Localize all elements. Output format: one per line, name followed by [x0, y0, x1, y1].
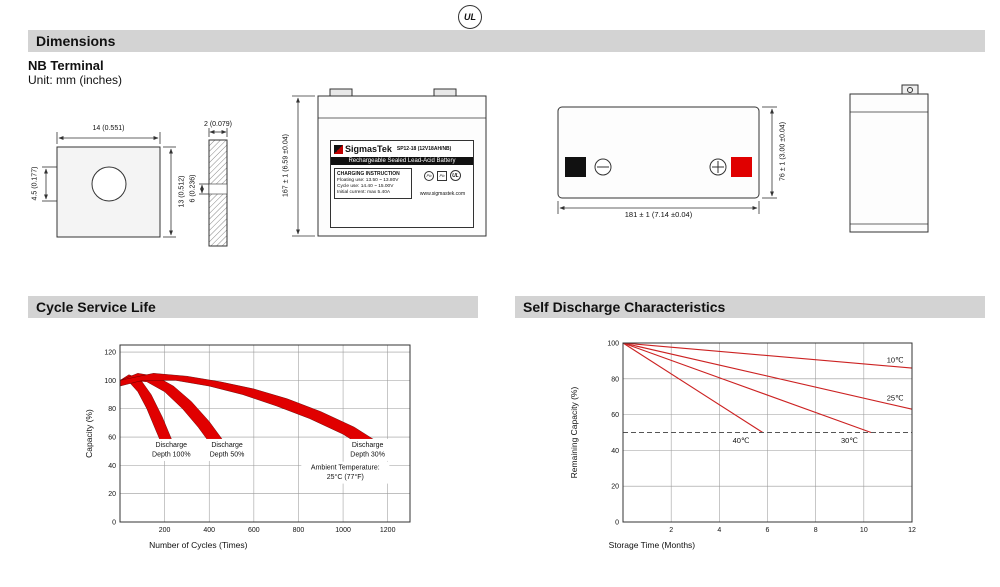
svg-text:Remaining Capacity (%): Remaining Capacity (%) [569, 387, 579, 479]
charging-line: Floating use: 13.50 ~ 13.80V [337, 178, 399, 183]
charging-line: Cycle use: 14.40 ~ 15.00V [337, 184, 394, 189]
terminal-front-drawing [42, 132, 176, 238]
terminal-front-view: 14 (0.551) 4.5 (0.177) 13 (0.512) [30, 122, 195, 257]
certification-icons: Pb Pb UL [424, 170, 461, 181]
svg-text:0: 0 [112, 520, 116, 527]
svg-text:0: 0 [615, 520, 619, 527]
dim-terminal-depth: 6 (0.236) [189, 174, 197, 203]
website-text: www.sigmastek.com [419, 191, 466, 197]
battery-top-drawing [557, 106, 777, 214]
svg-text:40℃: 40℃ [733, 436, 750, 445]
section-header-dimensions: Dimensions [28, 30, 985, 52]
svg-text:800: 800 [293, 527, 305, 534]
svg-text:4: 4 [717, 527, 721, 534]
svg-text:10℃: 10℃ [887, 356, 904, 365]
svg-text:6: 6 [766, 527, 770, 534]
ul-certification-icon: UL [458, 5, 482, 29]
battery-top-view: 181 ± 1 (7.14 ±0.04) 76 ± 1 (3.00 ±0.04) [545, 98, 795, 228]
pb-bin-icon: Pb [437, 170, 447, 181]
svg-text:20: 20 [611, 484, 619, 491]
dim-terminal-width: 14 (0.551) [92, 125, 125, 132]
battery-side-drawing [849, 84, 929, 233]
negative-terminal-marker [565, 157, 586, 177]
svg-text:400: 400 [203, 527, 215, 534]
unit-label: Unit: mm (inches) [28, 73, 123, 87]
svg-text:8: 8 [814, 527, 818, 534]
dimensions-title: Dimensions [36, 33, 116, 49]
charging-title: CHARGING INSTRUCTION [337, 171, 400, 177]
svg-text:12: 12 [908, 527, 916, 534]
ul-mark-icon: UL [450, 170, 461, 181]
brand-row: SigmasTek SP12-18 (12V18AH/NB) [331, 141, 473, 157]
dim-battery-height: 167 ± 1 (6.59 ±0.04) [282, 134, 290, 197]
svg-text:2: 2 [669, 527, 673, 534]
terminal-side-view: 2 (0.079) 6 (0.236) [190, 120, 265, 270]
self-discharge-title: Self Discharge Characteristics [523, 299, 726, 315]
svg-text:1200: 1200 [380, 527, 396, 534]
label-right-column: Pb Pb UL www.sigmastek.com [415, 168, 470, 199]
ul-text: UL [452, 172, 459, 179]
brand-name: SigmasTek [345, 144, 392, 154]
dim-battery-width: 181 ± 1 (7.14 ±0.04) [624, 210, 693, 219]
terminal-side-drawing [199, 128, 228, 247]
svg-text:Ambient Temperature:25°C (77°F: Ambient Temperature: 25°C (77°F) [311, 465, 380, 482]
svg-text:10: 10 [860, 527, 868, 534]
self-discharge-chart: 2 4 6 8 10 12 0 20 40 60 80 100 10℃ 25℃ 40℃ 30℃ Storage … [569, 341, 916, 551]
svg-text:120: 120 [104, 350, 116, 357]
cycle-life-title: Cycle Service Life [36, 299, 156, 315]
dim-terminal-thickness: 2 (0.079) [203, 121, 233, 128]
cycle-service-life-chart: 200 400 600 800 1000 1200 0 20 40 60 80 100 120 Disch… [84, 344, 411, 550]
svg-text:40: 40 [611, 448, 619, 455]
battery-side-view [838, 80, 943, 250]
section-header-cycle-life: Cycle Service Life [28, 296, 478, 318]
svg-text:30℃: 30℃ [841, 436, 858, 445]
dim-terminal-hole: 4.5 (0.177) [31, 166, 39, 201]
pb-text: Pb [439, 173, 445, 178]
svg-text:Storage Time (Months): Storage Time (Months) [609, 540, 696, 550]
svg-text:25℃: 25℃ [887, 393, 904, 402]
svg-text:1000: 1000 [335, 527, 351, 534]
svg-text:60: 60 [611, 412, 619, 419]
svg-text:100: 100 [607, 341, 619, 348]
svg-text:200: 200 [159, 527, 171, 534]
battery-front-view: 167 ± 1 (6.59 ±0.04) SigmasTek SP12-18 (… [278, 82, 498, 247]
sigmastek-logo-icon [334, 144, 343, 154]
svg-text:40: 40 [108, 463, 116, 470]
terminal-type-label: NB Terminal [28, 58, 104, 73]
charging-instruction-box: CHARGING INSTRUCTION Floating use: 13.50… [334, 168, 412, 199]
svg-text:Capacity (%): Capacity (%) [84, 409, 94, 458]
pb-recycle-icon: Pb [424, 170, 434, 181]
svg-text:Number of Cycles (Times): Number of Cycles (Times) [149, 540, 248, 550]
svg-text:100: 100 [104, 378, 116, 385]
terminal-hole [91, 166, 127, 202]
dim-terminal-height: 13 (0.512) [178, 175, 186, 208]
svg-text:20: 20 [108, 491, 116, 498]
positive-terminal-marker [731, 157, 752, 177]
charging-line: Initial current: max 5.40A [337, 190, 391, 195]
svg-text:80: 80 [611, 376, 619, 383]
section-header-self-discharge: Self Discharge Characteristics [515, 296, 985, 318]
dim-battery-depth: 76 ± 1 (3.00 ±0.04) [779, 121, 787, 182]
svg-text:60: 60 [108, 435, 116, 442]
svg-text:80: 80 [108, 406, 116, 413]
battery-label: SigmasTek SP12-18 (12V18AH/NB) Rechargea… [330, 140, 474, 228]
svg-text:600: 600 [248, 527, 260, 534]
label-body: CHARGING INSTRUCTION Floating use: 13.50… [331, 165, 473, 202]
ul-certification-text: UL [464, 12, 476, 22]
battery-type-line: Rechargeable Sealed Lead-Acid Battery [331, 157, 473, 165]
pb-text: Pb [426, 173, 432, 178]
model-number: SP12-18 (12V18AH/NB) [396, 146, 452, 152]
